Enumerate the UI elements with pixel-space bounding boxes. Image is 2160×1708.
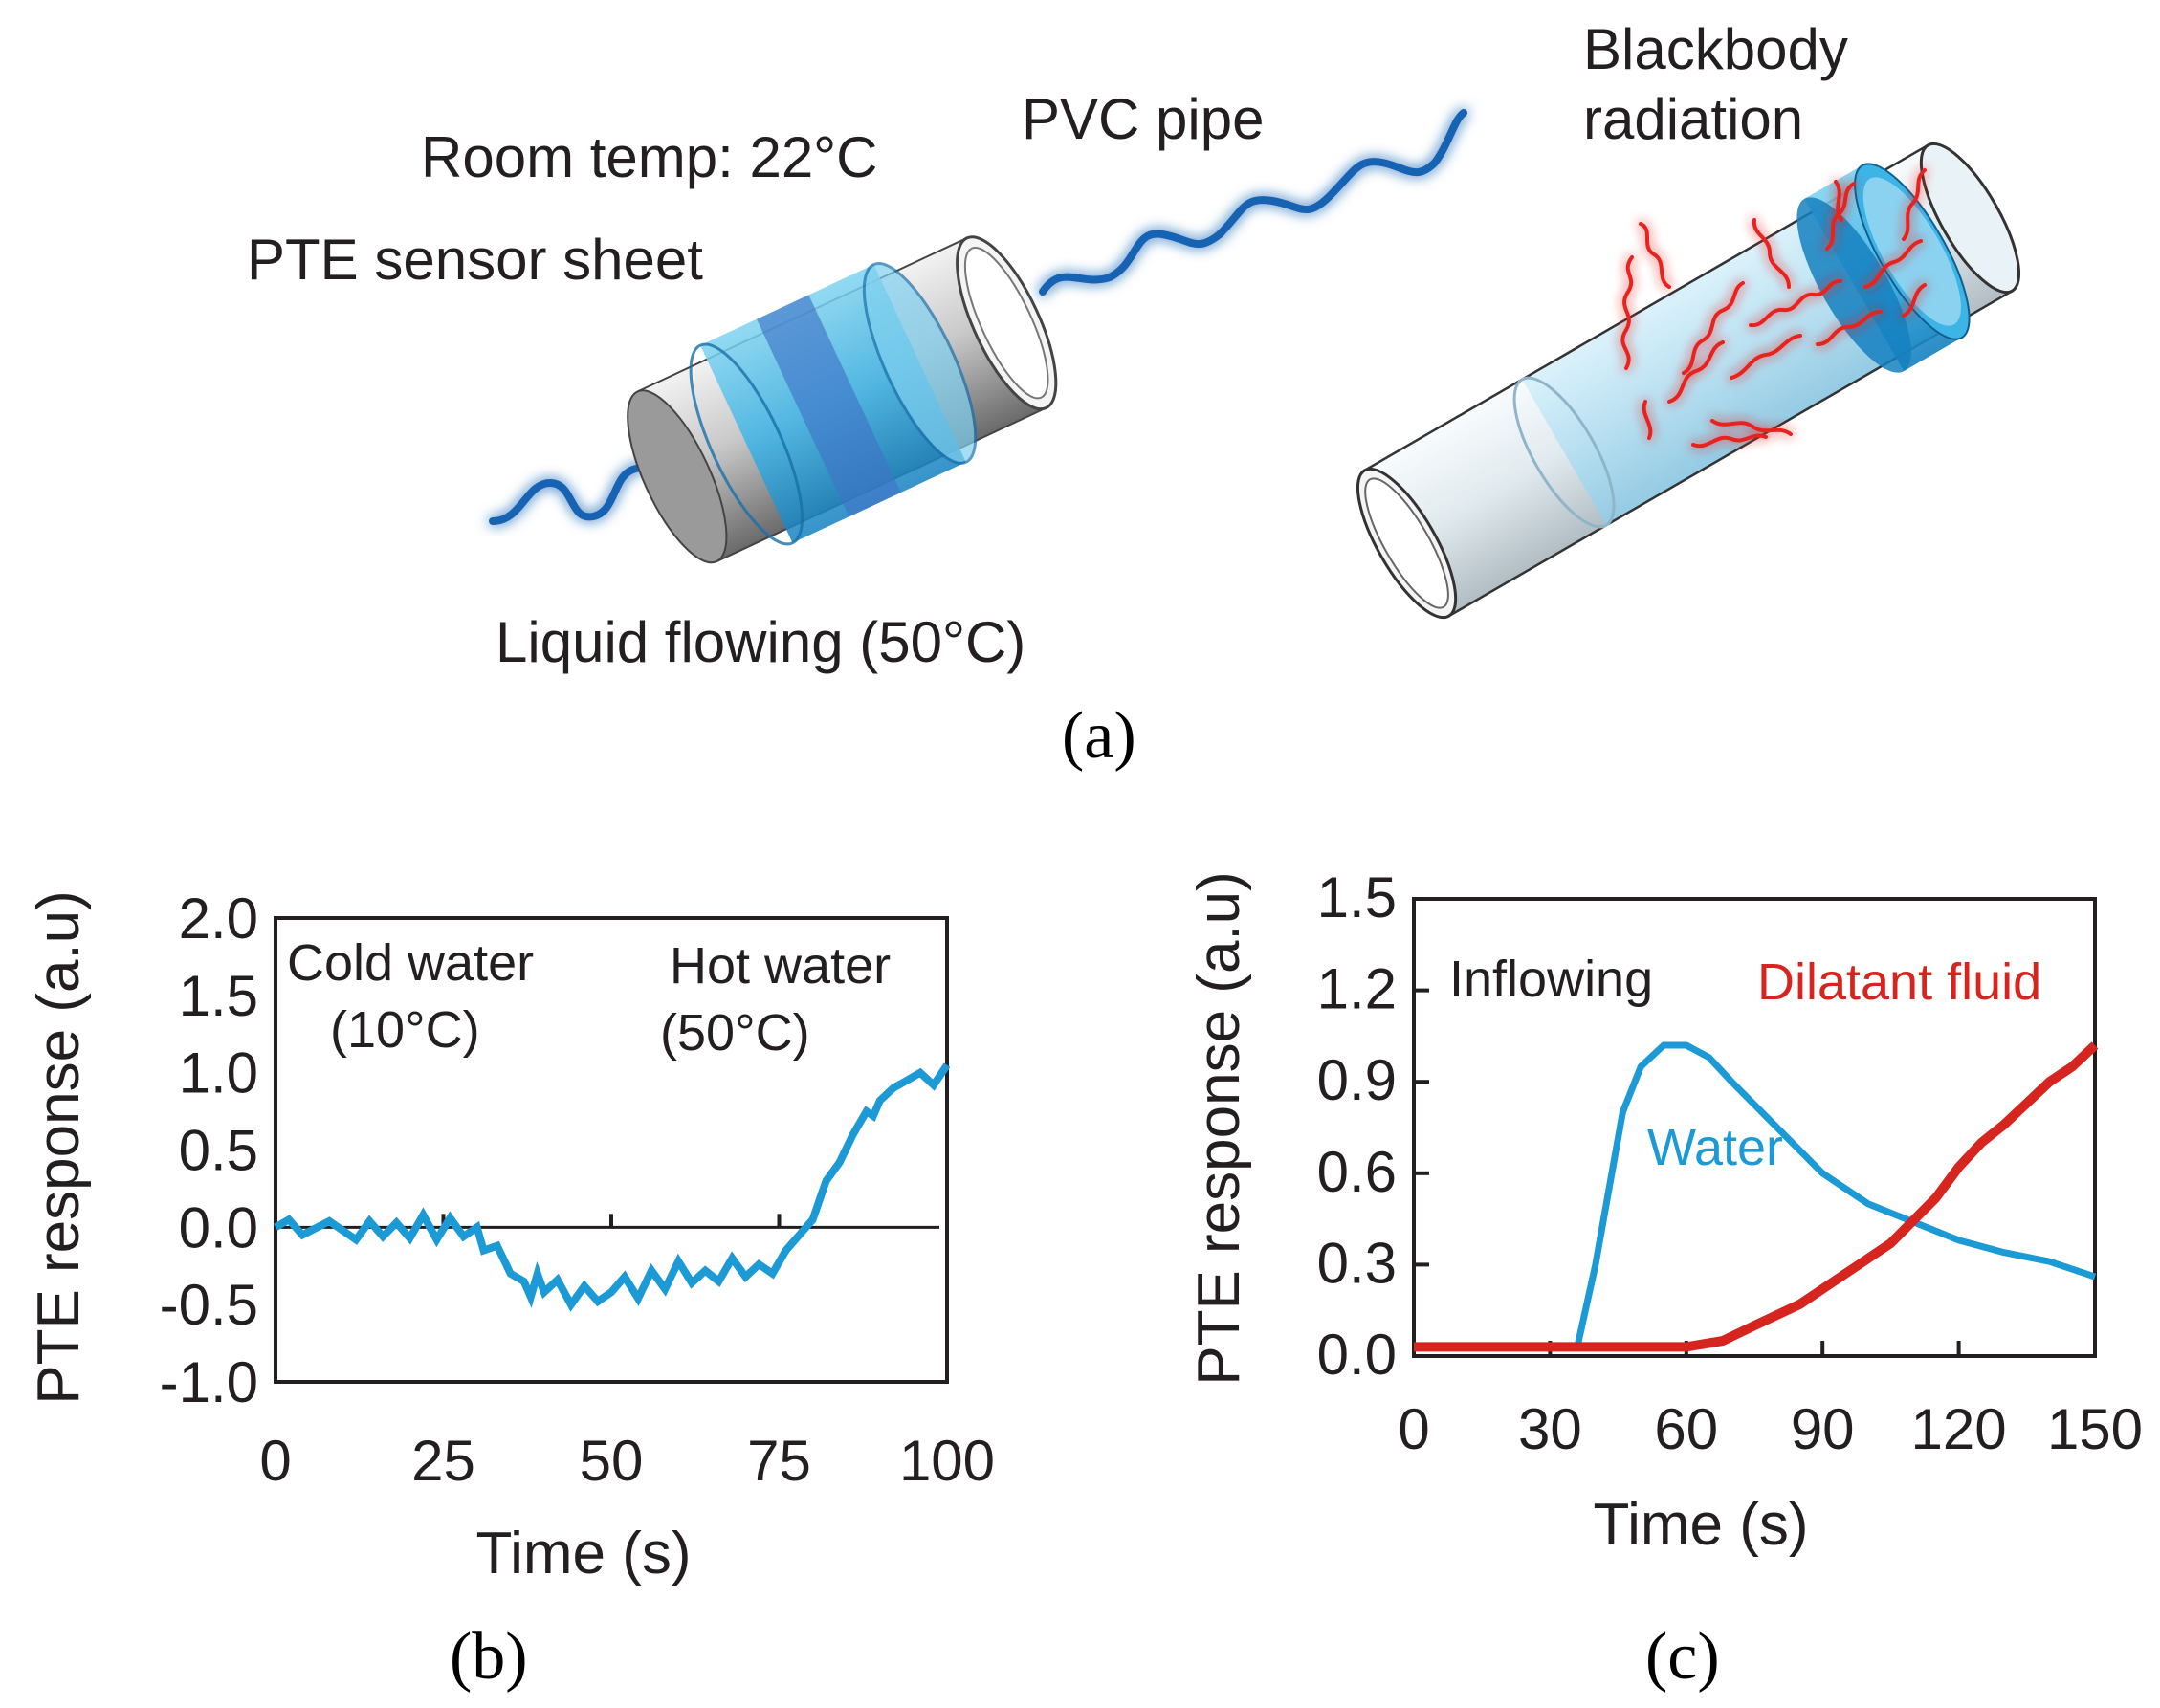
chart-c-ytick-label: 0.9 [1317,1048,1397,1112]
chart-b-ylabel: PTE response (a.u) [26,890,92,1405]
chart-c-annotation-inflowing: Inflowing [1449,951,1653,1008]
caption-c: (c) [1645,1620,1720,1694]
chart-c-ytick-label: 1.2 [1317,957,1397,1021]
blackbody-label-line1: Blackbody [1583,17,1848,81]
chart-b-xtick-label: 25 [411,1429,475,1493]
heat-wave-icon [1620,168,1927,449]
chart-b-ytick-label: 1.5 [179,964,258,1028]
chart-b-ytick-label: 1.0 [179,1041,258,1106]
chart-c-legend-dilatant: Dilatant fluid [1757,953,2041,1011]
chart-b-xlabel: Time (s) [476,1521,692,1587]
sensor-sheet-label: PTE sensor sheet [247,228,703,292]
pipe-radiation-icon [1356,142,2021,620]
chart-b-ytick-label: 2.0 [179,887,258,951]
chart-c-xtick-label: 60 [1654,1397,1718,1461]
panel-a: Room temp: 22°C PVC pipe Blackbody radia… [247,17,2021,674]
chart-b-ytick-label: 0.0 [179,1195,258,1259]
room-temp-label: Room temp: 22°C [421,125,878,189]
chart-b: 2.0 1.5 1.0 0.5 0.0 -0.5 -1.0 0 25 50 75 100 Cold … [26,887,995,1587]
chart-c-xlabel: Time (s) [1594,1492,1809,1558]
chart-c-series-dilatant [1414,1041,2099,1352]
blackbody-label-line2: radiation [1583,87,1803,151]
chart-b-series-line [274,1062,951,1312]
chart-c-frame [1412,897,2097,1358]
chart-c-xtick-label: 150 [2047,1397,2143,1461]
chart-b-annotation-hot-temp: (50°C) [660,1004,810,1062]
chart-c-xtick-label: 90 [1791,1397,1855,1461]
chart-c-xtick-label: 30 [1518,1397,1582,1461]
chart-b-frame [274,916,949,1384]
chart-c-ylabel: PTE response (a.u) [1186,871,1252,1386]
chart-c-series-water [1414,1041,2097,1350]
chart-b-ytick-label: 0.5 [179,1119,258,1183]
pvc-pipe-label: PVC pipe [1022,87,1264,151]
chart-b-xtick-label: 75 [747,1429,811,1493]
chart-b-ytick-label: -0.5 [160,1273,258,1337]
chart-c-legend-water: Water [1647,1119,1783,1176]
caption-b: (b) [450,1620,528,1694]
infrared-wave-icon [1039,109,1467,296]
chart-b-xtick-label: 50 [580,1429,644,1493]
chart-c-ytick-label: 0.0 [1317,1323,1397,1387]
chart-b-annotation-cold: Cold water [287,934,534,992]
caption-a: (a) [1062,699,1136,773]
chart-b-ytick-label: -1.0 [160,1350,258,1414]
chart-c-ytick-label: 1.5 [1317,865,1397,930]
liquid-flowing-label: Liquid flowing (50°C) [496,610,1025,674]
chart-b-annotation-hot: Hot water [670,937,891,995]
chart-c: 1.5 1.2 0.9 0.6 0.3 0.0 0 30 60 90 120 150 Inflowi… [1186,865,2143,1558]
chart-c-ytick-label: 0.6 [1317,1140,1397,1204]
chart-b-xtick-label: 100 [899,1429,995,1493]
chart-b-annotation-cold-temp: (10°C) [330,1001,480,1059]
chart-b-xtick-label: 0 [259,1429,291,1493]
chart-c-ytick-label: 0.3 [1317,1231,1397,1295]
pipe-with-sensor-icon [627,235,1058,564]
chart-c-xtick-label: 120 [1911,1397,2007,1461]
chart-c-xtick-label: 0 [1398,1397,1429,1461]
